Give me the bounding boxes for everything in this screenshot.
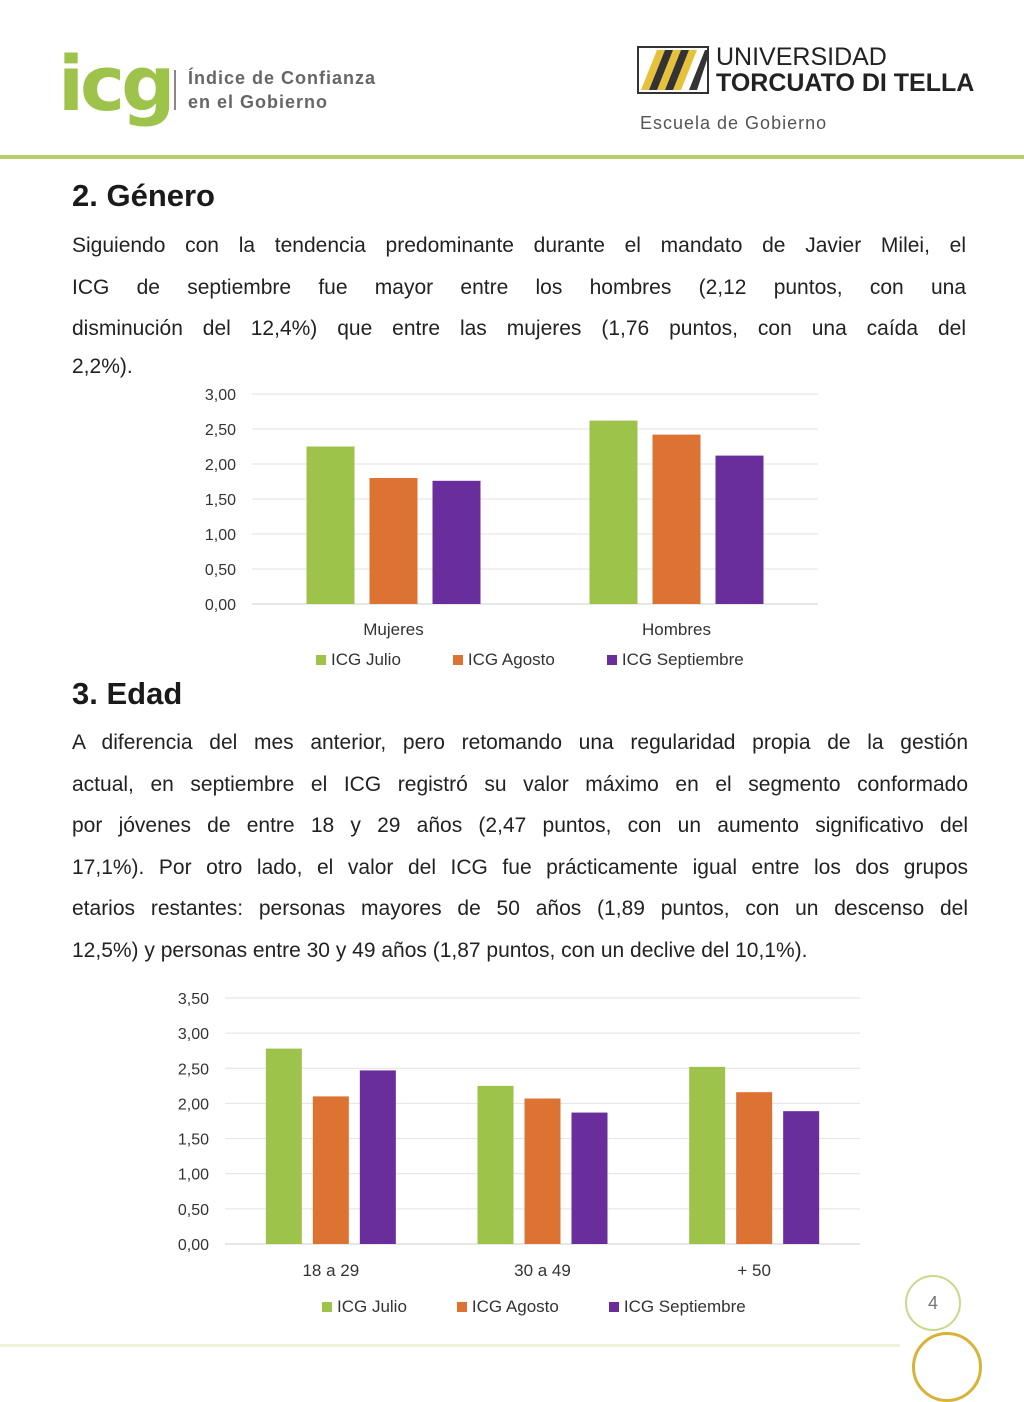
legend-label: ICG Agosto xyxy=(471,1297,559,1316)
chart-edad-svg: 0,00 0,50 1,00 1,50 2,00 2,50 3,00 3,50 18 a 29 3… xyxy=(178,991,860,1280)
legend-swatch-septiembre xyxy=(608,1302,619,1312)
paragraph-line: Siguiendo con la tendencia predominante … xyxy=(72,234,966,257)
legend-swatch-septiembre xyxy=(606,655,617,665)
university-name: UNIVERSIDAD TORCUATO DI TELLA xyxy=(716,44,974,96)
legend-label: ICG Julio xyxy=(337,1297,407,1316)
legend-label: ICG Septiembre xyxy=(621,650,744,669)
y-tick-label: 2,00 xyxy=(205,457,236,474)
bar-1-1 xyxy=(524,1098,561,1244)
paragraph-line: 12,5%) y personas entre 30 y 49 años (1,… xyxy=(72,938,808,962)
legend-genero: ICG Julio ICG Agosto ICG Septiembre xyxy=(316,650,744,670)
legend-item-septiembre: ICG Septiembre xyxy=(608,1297,746,1317)
bar-2-2 xyxy=(783,1111,820,1244)
paragraph-line: 17,1%). Por otro lado, el valor del ICG … xyxy=(72,855,968,879)
page-header: icg Índice de Confianza en el Gobierno U… xyxy=(0,0,1024,160)
bar-0-1 xyxy=(312,1096,349,1244)
y-tick-label: 2,00 xyxy=(178,1096,209,1113)
y-tick-label: 3,00 xyxy=(205,387,236,404)
utdt-logo-mark xyxy=(637,46,709,94)
icg-subtitle-line2: en el Gobierno xyxy=(188,92,329,112)
bar-0-0 xyxy=(265,1048,302,1244)
school-name: Escuela de Gobierno xyxy=(640,113,828,133)
bar-2-0 xyxy=(689,1066,726,1244)
legend-item-julio: ICG Julio xyxy=(316,650,401,670)
bar-1-2 xyxy=(715,455,764,604)
university-line2: TORCUATO DI TELLA xyxy=(716,69,975,97)
page-number: 4 xyxy=(905,1275,961,1331)
legend-label: ICG Septiembre xyxy=(623,1297,746,1316)
legend-swatch-julio xyxy=(316,655,326,665)
icg-subtitle: Índice de Confianza en el Gobierno xyxy=(188,66,376,114)
legend-item-agosto: ICG Agosto xyxy=(456,1297,559,1317)
x-category-label: + 50 xyxy=(737,1261,771,1280)
legend-swatch-agosto xyxy=(456,1302,467,1312)
y-tick-label: 0,50 xyxy=(178,1202,209,1219)
logo-divider xyxy=(174,70,176,110)
bar-0-1 xyxy=(369,478,418,604)
legend-swatch-julio xyxy=(322,1302,332,1312)
y-tick-label: 3,50 xyxy=(178,991,209,1008)
section-title-edad: 3. Edad xyxy=(72,676,183,711)
chart-edad: 0,00 0,50 1,00 1,50 2,00 2,50 3,00 3,50 18 a 29 3… xyxy=(150,984,870,1289)
university-line1: UNIVERSIDAD xyxy=(716,43,887,71)
paragraph-line: por jóvenes de entre 18 y 29 años (2,47 … xyxy=(72,814,968,837)
section-title-genero: 2. Género xyxy=(72,178,215,213)
paragraph-line: actual, en septiembre el ICG registró su… xyxy=(72,772,968,796)
icg-logo: icg xyxy=(58,39,175,128)
paragraph-line: etarios restantes: personas mayores de 5… xyxy=(72,897,968,920)
y-tick-label: 1,50 xyxy=(205,492,236,509)
legend-swatch-agosto xyxy=(452,655,463,665)
bar-0-0 xyxy=(306,446,355,604)
footer-rule xyxy=(0,1344,900,1347)
legend-item-septiembre: ICG Septiembre xyxy=(606,650,744,670)
paragraph-line: disminución del 12,4%) que entre las muj… xyxy=(72,317,966,340)
y-tick-label: 0,00 xyxy=(178,1237,209,1254)
paragraph-line: 2,2%). xyxy=(72,354,133,378)
bar-0-2 xyxy=(359,1070,396,1244)
paragraph-line: A diferencia del mes anterior, pero reto… xyxy=(72,731,968,754)
legend-edad: ICG Julio ICG Agosto ICG Septiembre xyxy=(322,1297,746,1317)
y-tick-label: 3,00 xyxy=(178,1026,209,1043)
x-category-label: Hombres xyxy=(642,620,711,639)
bar-2-1 xyxy=(736,1092,773,1244)
bar-1-0 xyxy=(589,420,638,604)
x-category-label: 30 a 49 xyxy=(514,1261,571,1280)
footer-decoration xyxy=(912,1332,982,1402)
legend-label: ICG Agosto xyxy=(467,650,555,669)
y-tick-label: 2,50 xyxy=(205,422,236,439)
x-category-label: Mujeres xyxy=(363,620,423,639)
paragraph-line: ICG de septiembre fue mayor entre los ho… xyxy=(72,275,966,299)
bar-1-1 xyxy=(652,434,701,604)
header-divider xyxy=(0,155,1024,159)
paragraph-edad: A diferencia del mes anterior, pero reto… xyxy=(72,722,968,971)
chart-genero: 0,00 0,50 1,00 1,50 2,00 2,50 3,00 Mujeres Hombr… xyxy=(150,380,850,655)
legend-label: ICG Julio xyxy=(331,650,401,669)
paragraph-genero: Siguiendo con la tendencia predominante … xyxy=(72,225,966,384)
x-category-label: 18 a 29 xyxy=(302,1261,359,1280)
y-tick-label: 0,50 xyxy=(205,562,236,579)
bar-1-0 xyxy=(477,1085,514,1244)
y-tick-label: 0,00 xyxy=(205,597,236,614)
bar-0-2 xyxy=(432,480,481,604)
bar-1-2 xyxy=(571,1112,608,1244)
legend-item-julio: ICG Julio xyxy=(322,1297,407,1317)
icg-subtitle-line1: Índice de Confianza xyxy=(188,68,377,88)
y-tick-label: 1,00 xyxy=(205,527,236,544)
y-tick-label: 1,00 xyxy=(178,1167,209,1184)
chart-genero-svg: 0,00 0,50 1,00 1,50 2,00 2,50 3,00 Mujeres Hombr… xyxy=(205,387,818,639)
legend-item-agosto: ICG Agosto xyxy=(452,650,555,670)
y-tick-label: 1,50 xyxy=(178,1132,209,1149)
y-tick-label: 2,50 xyxy=(178,1061,209,1078)
